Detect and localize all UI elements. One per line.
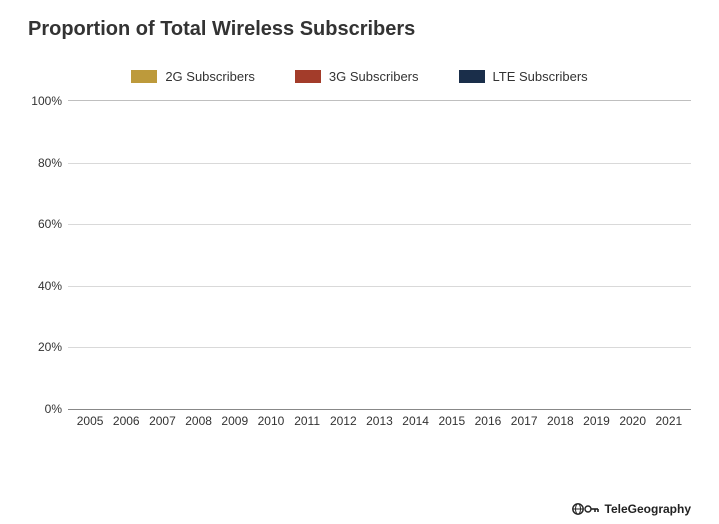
y-tick-label: 100% xyxy=(28,94,62,108)
y-tick-label: 40% xyxy=(28,279,62,293)
chart-title: Proportion of Total Wireless Subscribers xyxy=(28,18,691,41)
legend-swatch xyxy=(295,70,321,83)
x-tick-label: 2007 xyxy=(144,414,180,428)
legend-label: LTE Subscribers xyxy=(493,69,588,84)
x-tick-label: 2009 xyxy=(217,414,253,428)
bars-container xyxy=(68,101,691,409)
gridline xyxy=(68,347,691,348)
y-tick-label: 60% xyxy=(28,217,62,231)
legend-item: 3G Subscribers xyxy=(295,69,419,84)
globe-key-icon xyxy=(571,502,599,516)
x-tick-label: 2011 xyxy=(289,414,325,428)
x-tick-label: 2008 xyxy=(181,414,217,428)
legend-swatch xyxy=(131,70,157,83)
legend-label: 3G Subscribers xyxy=(329,69,419,84)
x-tick-label: 2014 xyxy=(398,414,434,428)
x-axis: 2005200620072008200920102011201220132014… xyxy=(68,414,691,428)
x-tick-label: 2016 xyxy=(470,414,506,428)
legend-item: 2G Subscribers xyxy=(131,69,255,84)
legend-item: LTE Subscribers xyxy=(459,69,588,84)
x-tick-label: 2020 xyxy=(615,414,651,428)
x-tick-label: 2006 xyxy=(108,414,144,428)
x-tick-label: 2015 xyxy=(434,414,470,428)
x-tick-label: 2019 xyxy=(578,414,614,428)
gridline xyxy=(68,163,691,164)
gridline xyxy=(68,224,691,225)
x-tick-label: 2017 xyxy=(506,414,542,428)
legend-label: 2G Subscribers xyxy=(165,69,255,84)
legend-swatch xyxy=(459,70,485,83)
plot-area: 0%20%40%60%80%100% xyxy=(68,100,691,410)
legend: 2G Subscribers 3G Subscribers LTE Subscrib… xyxy=(28,69,691,84)
y-tick-label: 20% xyxy=(28,340,62,354)
y-tick-label: 80% xyxy=(28,156,62,170)
attribution-label: TeleGeography xyxy=(605,502,691,516)
x-tick-label: 2018 xyxy=(542,414,578,428)
x-tick-label: 2005 xyxy=(72,414,108,428)
x-tick-label: 2012 xyxy=(325,414,361,428)
chart: 0%20%40%60%80%100% 200520062007200820092… xyxy=(68,100,691,440)
x-tick-label: 2013 xyxy=(361,414,397,428)
y-tick-label: 0% xyxy=(28,402,62,416)
attribution: TeleGeography xyxy=(571,502,691,516)
gridline xyxy=(68,286,691,287)
x-tick-label: 2010 xyxy=(253,414,289,428)
x-tick-label: 2021 xyxy=(651,414,687,428)
